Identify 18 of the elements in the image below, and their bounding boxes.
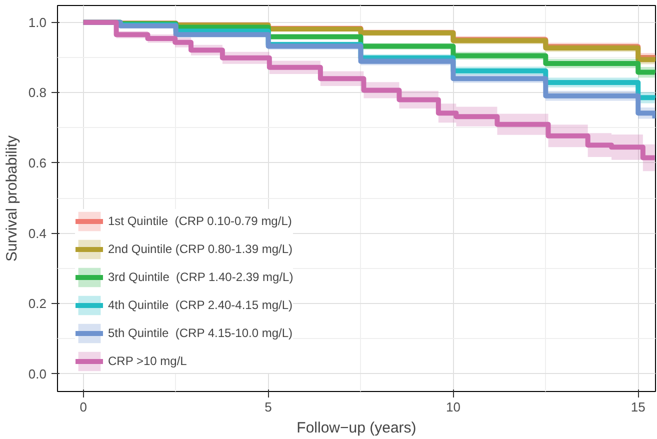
legend-label: 5th Quintile (CRP 4.15-10.0 mg/L): [108, 326, 293, 340]
x-tick-label: 15: [630, 400, 646, 414]
y-tick-label: 0.0: [28, 366, 47, 382]
y-tick-label: 0.4: [28, 226, 47, 241]
y-tick-label: 0.8: [28, 85, 47, 100]
x-tick-label: 0: [80, 400, 88, 414]
legend-label: 1st Quintile (CRP 0.10-0.79 mg/L): [108, 214, 292, 228]
y-axis-title: Survival probability: [3, 135, 20, 262]
y-tick-label: 1.0: [28, 14, 47, 30]
legend-label: 2nd Quintile (CRP 0.80-1.39 mg/L): [108, 242, 293, 256]
legend-label: CRP >10 mg/L: [108, 354, 187, 368]
x-tick-label: 5: [264, 400, 272, 414]
x-axis-title: Follow−up (years): [296, 420, 416, 436]
legend-label: 3rd Quintile (CRP 1.40-2.39 mg/L): [108, 270, 294, 284]
x-tick-label: 10: [446, 400, 460, 414]
legend-label: 4th Quintile (CRP 2.40-4.15 mg/L): [108, 298, 293, 312]
y-tick-label: 0.2: [28, 296, 47, 312]
y-tick-label: 0.6: [28, 155, 47, 170]
